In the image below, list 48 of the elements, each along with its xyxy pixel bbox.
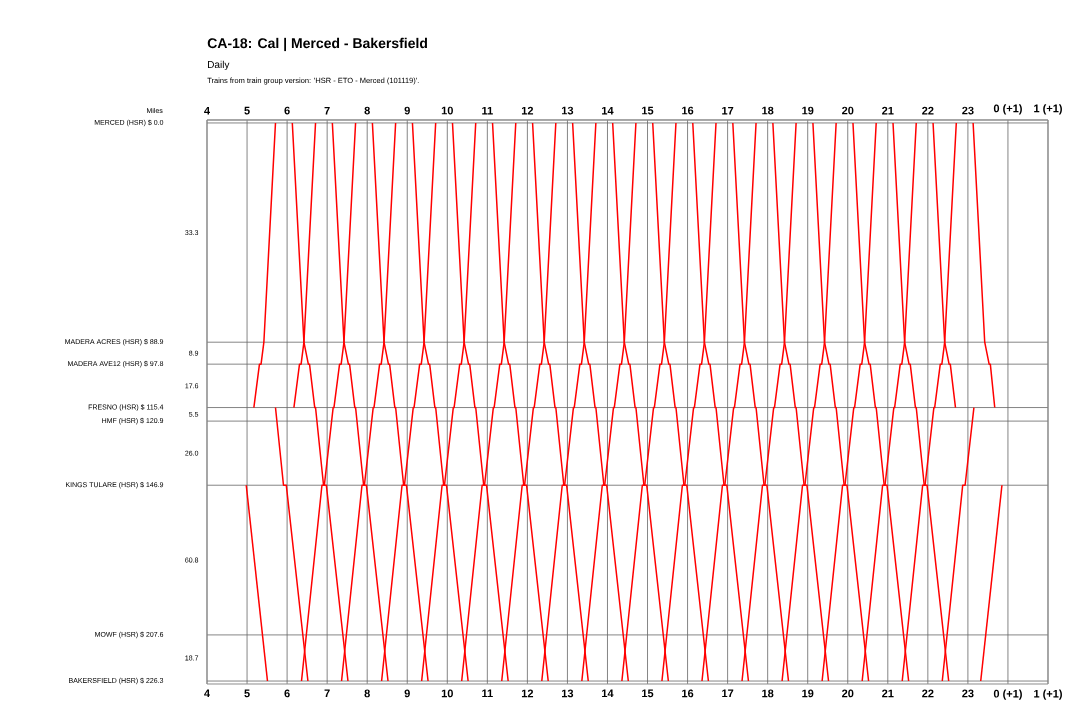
x-tick-label: 7	[324, 689, 330, 698]
x-tick-label: 23	[962, 689, 974, 698]
x-tick-label: 11	[482, 689, 493, 698]
x2-tick-label: 12	[521, 106, 534, 115]
x2-tick-label: 23	[962, 106, 974, 115]
x2-tick-label: 15	[642, 106, 654, 115]
x-tick-label: 21	[882, 689, 894, 698]
x2-tick-label: 1 (+1)	[1034, 104, 1062, 115]
x2-tick-label: 8	[364, 106, 370, 115]
x2-tick-label: 5	[244, 106, 250, 115]
x-tick-label: 6	[284, 689, 290, 698]
x-tick-label: 0 (+1)	[993, 689, 1022, 700]
x2-tick-label: 16	[682, 106, 694, 115]
x-tick-label: 18	[762, 689, 774, 698]
x-tick-label: 12	[521, 689, 534, 698]
x-tick-label: 16	[682, 689, 694, 698]
x2-tick-label: 7	[324, 106, 330, 115]
x-tick-label: 1 (+1)	[1034, 689, 1062, 700]
x2-tick-label: 18	[762, 106, 774, 115]
x-tick-label: 17	[722, 689, 734, 698]
x-tick-label: 13	[562, 689, 574, 698]
x2-tick-label: 17	[722, 106, 734, 115]
x2-tick-label: 9	[404, 106, 410, 115]
x2-tick-label: 20	[842, 106, 854, 115]
x2-tick-label: 13	[562, 106, 574, 115]
x2-tick-label: 4	[204, 106, 210, 115]
x2-tick-label: 6	[284, 106, 290, 115]
x2-tick-label: 21	[882, 106, 894, 115]
x-tick-label: 8	[364, 689, 370, 698]
x-tick-label: 10	[441, 689, 453, 698]
chart-subtitle: Daily	[208, 60, 230, 71]
x2-tick-label: 22	[922, 106, 934, 115]
x-tick-label: 9	[404, 689, 410, 698]
x-tick-label: 19	[802, 689, 814, 698]
x2-tick-label: 14	[602, 106, 614, 115]
chart-title: CA-18: Cal | Merced - Bakersfield	[207, 37, 427, 52]
x-tick-label: 20	[842, 689, 854, 698]
x2-tick-label: 19	[802, 106, 814, 115]
x-tick-label: 22	[922, 689, 934, 698]
line-series	[972, 122, 996, 409]
x-tick-label: 14	[602, 689, 614, 698]
x2-tick-label: 11	[482, 106, 493, 115]
line-series	[253, 122, 277, 409]
x2-tick-label: 10	[441, 106, 453, 115]
x-tick-label: 15	[642, 689, 654, 698]
x-tick-label: 5	[244, 689, 250, 698]
x2-tick-label: 0 (+1)	[993, 104, 1022, 115]
x-tick-label: 4	[204, 689, 210, 698]
